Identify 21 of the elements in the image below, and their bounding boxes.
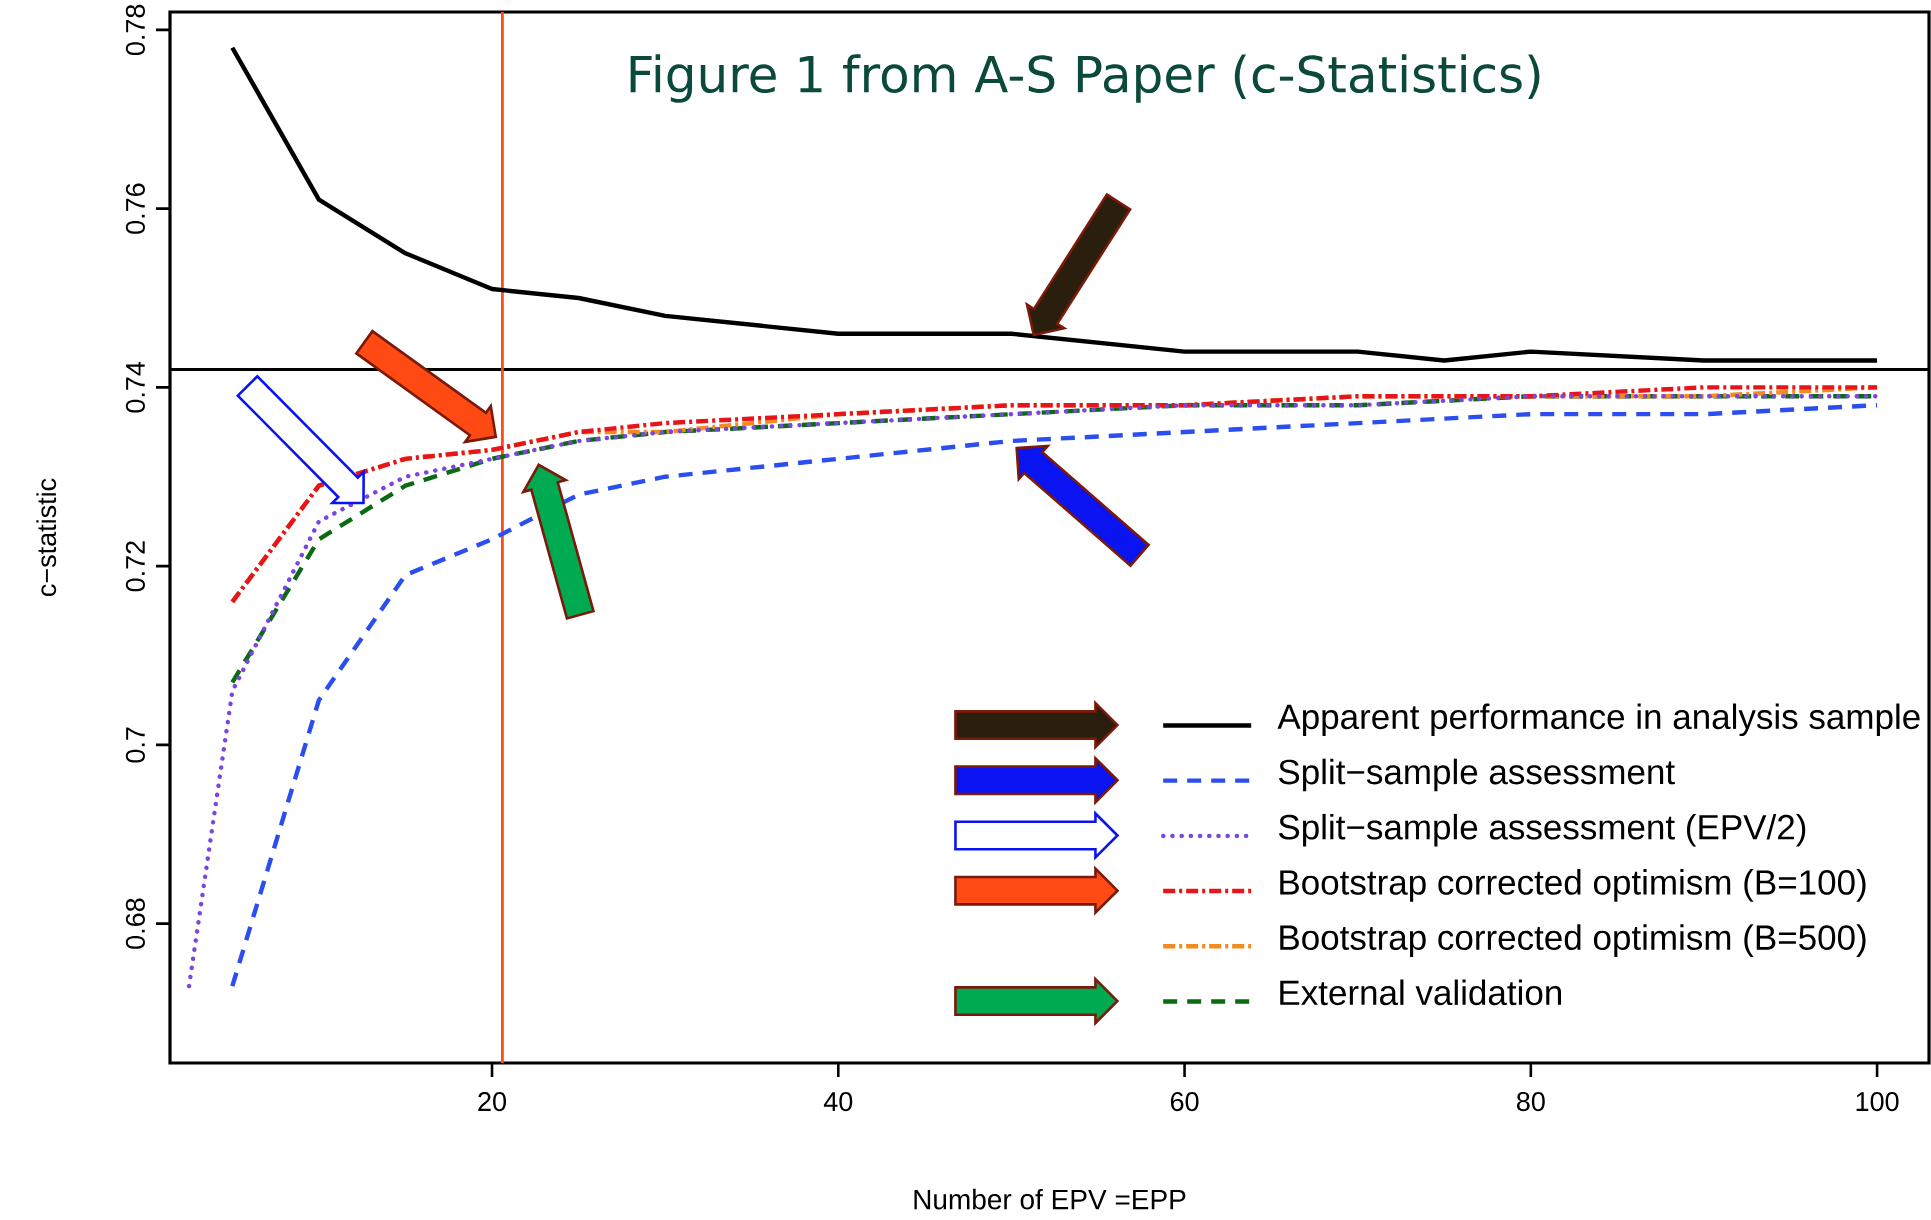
y-tick-label: 0.76 — [125, 183, 145, 234]
y-tick-label: 0.78 — [125, 4, 145, 56]
x-tick-label: 40 — [823, 1092, 853, 1112]
y-axis-title: c−statistic — [36, 478, 57, 596]
y-tick-label: 0.72 — [125, 541, 145, 592]
y-tick-label: 0.7 — [125, 727, 145, 763]
legend-label: External validation — [1280, 979, 1562, 1006]
x-tick-label: 60 — [1170, 1092, 1199, 1112]
legend-label: Split−sample assessment — [1278, 758, 1675, 792]
legend-label: Bootstrap corrected optimism (B=500) — [1280, 924, 1866, 957]
legend-label: Split−sample assessment (EPV/2) — [1278, 813, 1806, 847]
x-tick-label: 80 — [1516, 1092, 1545, 1112]
text: Figure 1 from A-S Paper (c-Statistics) — [630, 54, 1540, 103]
y-tick-label: 0.74 — [125, 361, 145, 413]
legend-label: Apparent performance in analysis sample — [1277, 703, 1920, 737]
y-tick-label: 0.68 — [125, 898, 145, 949]
line-series — [230, 45, 1880, 363]
x-axis-title: Number of EPV =EPP — [914, 1188, 1186, 1210]
x-tick-label: 20 — [478, 1092, 506, 1112]
legend-label: Bootstrap corrected optimism (B=100) — [1280, 869, 1866, 902]
x-tick-label: 100 — [1856, 1092, 1899, 1112]
